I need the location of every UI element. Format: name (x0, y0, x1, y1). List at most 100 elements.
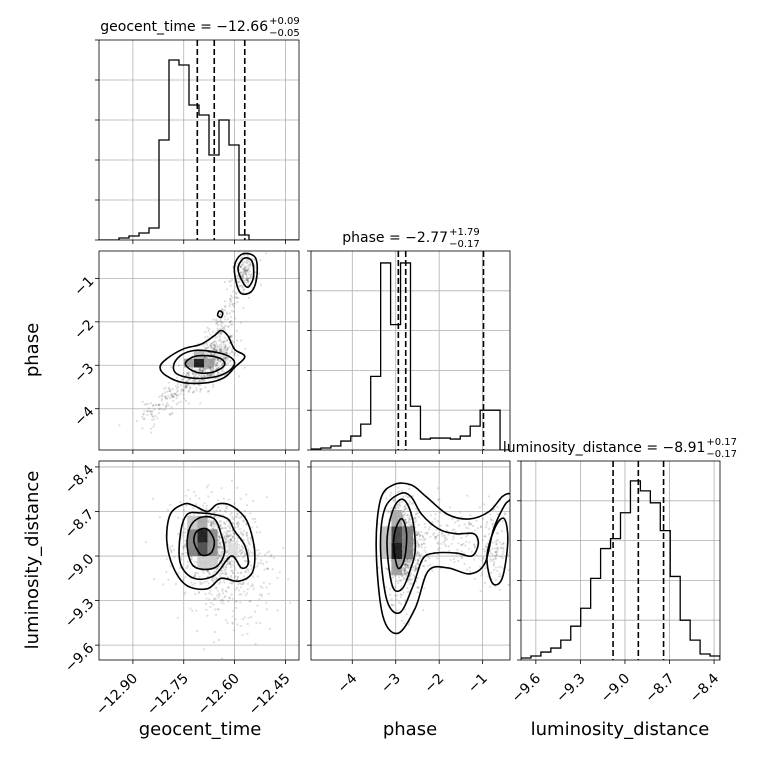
sample-point (278, 571, 281, 574)
sample-point (276, 576, 279, 580)
sample-point (416, 576, 419, 580)
sample-point (424, 526, 427, 529)
sample-point (250, 615, 253, 619)
sample-point (246, 280, 249, 283)
sample-point (182, 548, 185, 551)
sample-point (415, 551, 418, 555)
sample-point (221, 321, 224, 324)
sample-point (158, 403, 161, 406)
sample-point (466, 494, 469, 497)
sample-point (209, 605, 212, 609)
sample-point (258, 552, 261, 555)
sample-point (196, 369, 199, 372)
sample-point (202, 504, 205, 507)
sample-point (219, 581, 222, 584)
sample-point (247, 271, 250, 274)
sample-point (160, 394, 163, 397)
sample-point (217, 535, 220, 538)
sample-point (187, 380, 190, 383)
sample-point (434, 517, 437, 520)
sample-point (204, 346, 207, 349)
sample-point (213, 344, 217, 347)
sample-point (461, 557, 464, 560)
sample-point (424, 532, 427, 535)
sample-point (194, 494, 197, 497)
sample-point (468, 547, 471, 551)
sample-point (403, 563, 406, 566)
sample-point (244, 553, 247, 556)
sample-point (482, 557, 485, 560)
sample-point (194, 380, 197, 384)
sample-point (231, 622, 234, 625)
sample-point (229, 359, 232, 362)
sample-point (492, 563, 496, 566)
sample-point (165, 405, 168, 408)
sample-point (398, 503, 401, 506)
x-tick-labels-geocent_time: −12.90 −12.75 −12.60 −12.45 (93, 671, 293, 719)
sample-point (223, 538, 226, 541)
sample-point (472, 543, 476, 546)
sample-point (168, 413, 171, 416)
axes-frame (98, 460, 300, 661)
sample-point (187, 378, 190, 381)
sample-point (239, 531, 242, 534)
sample-point (211, 341, 214, 344)
sample-point (406, 570, 409, 573)
sample-point (152, 404, 155, 407)
sample-point (214, 524, 217, 527)
sample-point (248, 266, 251, 269)
sample-point (223, 569, 226, 572)
sample-point (416, 586, 419, 589)
sample-point (436, 519, 439, 523)
tick-label-y: −9.3 (62, 596, 97, 631)
sample-point (220, 527, 223, 530)
sample-point (403, 510, 406, 513)
sample-point (161, 394, 164, 397)
sample-point (249, 585, 252, 588)
sample-point (219, 360, 222, 363)
sample-point (176, 389, 179, 392)
sample-point (166, 401, 169, 404)
sample-point (209, 520, 212, 523)
density-cell (391, 526, 403, 543)
sample-point (420, 534, 423, 537)
sample-point (217, 608, 220, 611)
sample-point (289, 601, 292, 604)
sample-point (390, 604, 393, 607)
sample-point (226, 346, 230, 349)
sample-point (214, 349, 217, 352)
sample-point (218, 582, 221, 585)
sample-point (237, 280, 240, 283)
sample-point (452, 538, 455, 541)
sample-point (216, 361, 219, 364)
sample-point (203, 375, 206, 378)
sample-point (470, 523, 473, 526)
sample-point (210, 601, 213, 605)
sample-point (200, 369, 203, 372)
sample-point (226, 352, 229, 355)
sample-point (225, 563, 228, 566)
sample-point (429, 514, 432, 517)
sample-point (236, 513, 239, 516)
sample-point (256, 604, 259, 607)
sample-point (408, 563, 412, 567)
sample-point (408, 518, 411, 521)
sample-point (235, 329, 238, 332)
sample-point (242, 582, 245, 585)
sample-point (185, 494, 188, 497)
sample-point (491, 525, 494, 528)
sample-point (468, 522, 471, 525)
sample-point (167, 381, 170, 384)
sample-point (223, 557, 226, 560)
sample-point (221, 527, 224, 530)
sample-point (395, 594, 399, 597)
sample-point (241, 275, 245, 279)
sample-point (190, 581, 193, 584)
sample-point (243, 288, 246, 291)
sample-point (216, 589, 219, 592)
sample-point (236, 586, 239, 589)
sample-point (190, 558, 193, 562)
sample-point (219, 343, 223, 346)
sample-point (243, 268, 246, 271)
sample-point (244, 272, 247, 275)
